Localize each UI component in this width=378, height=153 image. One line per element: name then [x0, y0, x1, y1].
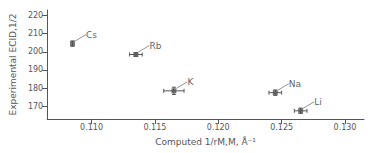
svg-text:0.110: 0.110 [80, 123, 103, 132]
svg-text:K: K [187, 77, 194, 87]
svg-text:180: 180 [28, 84, 43, 93]
svg-text:Experimental ECID,1/2: Experimental ECID,1/2 [8, 14, 18, 116]
svg-text:190: 190 [28, 65, 43, 74]
svg-text:220: 220 [28, 11, 43, 20]
svg-text:170: 170 [28, 102, 43, 111]
svg-text:210: 210 [28, 29, 43, 38]
svg-text:200: 200 [28, 47, 43, 56]
svg-text:0.125: 0.125 [270, 123, 293, 132]
svg-text:Li: Li [314, 97, 322, 107]
svg-text:0.120: 0.120 [207, 123, 230, 132]
svg-text:Na: Na [289, 79, 301, 89]
svg-text:0.115: 0.115 [143, 123, 166, 132]
svg-text:Cs: Cs [86, 30, 97, 40]
svg-text:Computed 1/rM,M, Å⁻¹: Computed 1/rM,M, Å⁻¹ [155, 136, 256, 147]
svg-text:0.130: 0.130 [334, 123, 357, 132]
svg-text:Rb: Rb [149, 41, 161, 51]
